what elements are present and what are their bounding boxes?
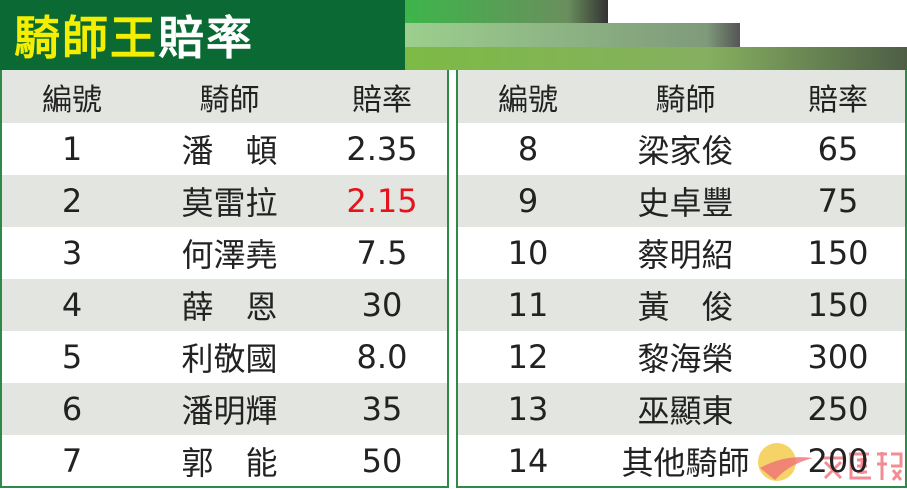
title-banner: 騎師王 賠率: [0, 0, 405, 70]
table-row: 1 潘 頓 2.35: [2, 123, 447, 175]
decor-bar: [405, 47, 907, 70]
jockey-number: 2: [61, 182, 83, 220]
column-header: 騎師: [199, 82, 260, 118]
odds-value: 50: [361, 442, 403, 480]
odds-table-left: 編號 騎師 賠率 1 潘 頓 2.35 2 莫雷拉 2.15 3 何澤堯 7.5 4…: [0, 70, 449, 488]
wenweipo-logo: [758, 443, 903, 481]
table-row: 10 蔡明紹 150: [458, 227, 905, 279]
odds-value: 250: [807, 390, 869, 428]
table-row: 7 郭 能 50: [2, 435, 447, 487]
column-header: 騎師: [655, 82, 716, 118]
odds-value: 300: [807, 338, 869, 376]
jockey-name: 蔡明紹: [637, 236, 734, 274]
jockey-name: 黎海榮: [637, 340, 734, 378]
jockey-number: 9: [517, 182, 539, 220]
jockey-number: 11: [507, 286, 549, 324]
jockey-number: 12: [507, 338, 549, 376]
header-row: 編號 騎師 賠率: [458, 70, 905, 123]
jockey-name: 巫顯東: [637, 392, 734, 430]
table-row: 5 利敬國 8.0: [2, 331, 447, 383]
odds-value: 150: [807, 286, 869, 324]
table-row: 12 黎海榮 300: [458, 331, 905, 383]
odds-value: 35: [361, 390, 403, 428]
jockey-name: 黃 俊: [637, 288, 734, 326]
table-row: 6 潘明輝 35: [2, 383, 447, 435]
table-row: 9 史卓豐 75: [458, 175, 905, 227]
jockey-name: 梁家俊: [637, 132, 734, 170]
jockey-name: 薛 恩: [181, 288, 278, 326]
jockey-name: 潘明輝: [181, 392, 278, 430]
table-row: 8 梁家俊 65: [458, 123, 905, 175]
jockey-name: 利敬國: [181, 340, 278, 378]
jockey-number: 4: [61, 286, 83, 324]
header-row: 編號 騎師 賠率: [2, 70, 447, 123]
column-header: 編號: [498, 82, 558, 118]
jockey-name: 潘 頓: [181, 132, 278, 170]
odds-value: 8.0: [356, 338, 408, 376]
column-header: 編號: [42, 82, 102, 118]
odds-value: 30: [361, 286, 403, 324]
jockey-name: 其他騎師: [621, 444, 750, 482]
odds-table-right: 編號 騎師 賠率 8 梁家俊 65 9 史卓豐 75 10 蔡明紹 150 11 黃…: [456, 70, 907, 488]
jockey-name: 史卓豐: [637, 184, 734, 222]
jockey-number: 6: [61, 390, 83, 428]
odds-value: 75: [817, 182, 859, 220]
odds-value: 200: [807, 442, 869, 480]
table-row: 11 黃 俊 150: [458, 279, 905, 331]
jockey-number: 1: [61, 130, 83, 168]
title-part2: 賠率: [158, 11, 254, 65]
jockey-name: 莫雷拉: [181, 184, 278, 222]
jockey-number: 10: [507, 234, 549, 272]
column-header: 賠率: [808, 82, 868, 118]
jockey-number: 3: [61, 234, 83, 272]
table-row: 3 何澤堯 7.5: [2, 227, 447, 279]
jockey-number: 5: [61, 338, 83, 376]
jockey-number: 14: [507, 442, 549, 480]
jockey-number: 7: [61, 442, 83, 480]
jockey-number: 8: [517, 130, 539, 168]
decor-bar: [405, 0, 608, 23]
jockey-number: 13: [507, 390, 549, 428]
odds-value: 65: [817, 130, 859, 168]
odds-value: 7.5: [356, 234, 408, 272]
table-row: 4 薛 恩 30: [2, 279, 447, 331]
table-row: 14 其他騎師 200: [458, 435, 905, 487]
odds-value: 150: [807, 234, 869, 272]
odds-value: 2.35: [346, 130, 418, 168]
table-row: 13 巫顯東 250: [458, 383, 905, 435]
jockey-name: 郭 能: [181, 444, 278, 482]
jockey-name: 何澤堯: [181, 236, 278, 274]
column-header: 賠率: [352, 82, 412, 118]
table-row: 2 莫雷拉 2.15: [2, 175, 447, 227]
title-part1: 騎師王: [14, 11, 158, 65]
decor-bar: [405, 23, 740, 47]
odds-value: 2.15: [346, 182, 418, 220]
